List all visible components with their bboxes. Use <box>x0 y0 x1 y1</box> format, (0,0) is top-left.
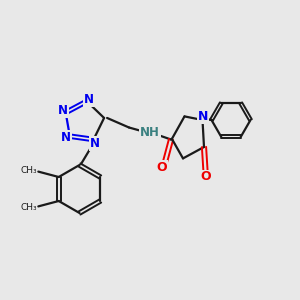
Text: N: N <box>58 104 68 117</box>
Text: N: N <box>84 93 94 106</box>
Text: O: O <box>201 170 212 184</box>
Text: NH: NH <box>140 126 160 139</box>
Text: N: N <box>61 131 70 144</box>
Text: O: O <box>157 161 167 174</box>
Text: N: N <box>90 136 100 150</box>
Text: N: N <box>198 110 208 123</box>
Text: CH₃: CH₃ <box>20 203 37 212</box>
Text: CH₃: CH₃ <box>20 166 37 175</box>
